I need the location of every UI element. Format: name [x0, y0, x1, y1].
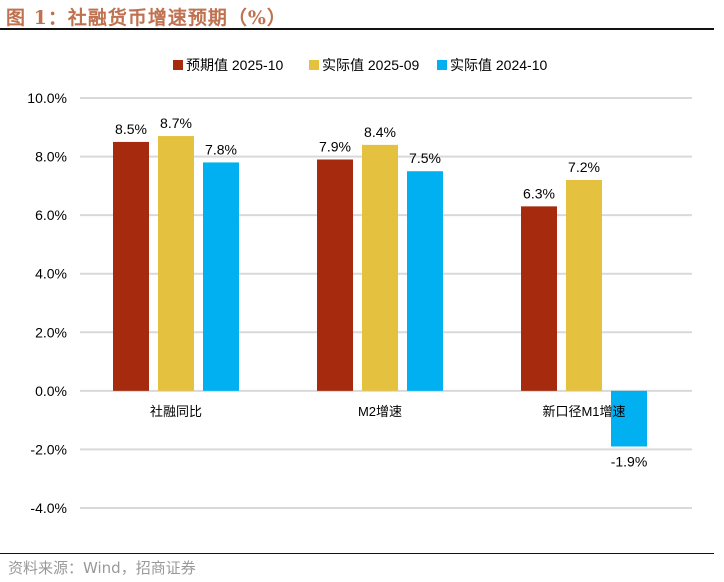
data-label: 7.9%	[319, 139, 351, 155]
y-tick-label: 4.0%	[35, 266, 67, 282]
data-label: 8.7%	[160, 115, 192, 131]
legend-swatch	[173, 60, 183, 70]
title-divider	[0, 28, 714, 30]
bar	[203, 162, 239, 391]
legend-swatch	[309, 60, 319, 70]
bar	[362, 144, 398, 391]
legend-swatch	[437, 60, 447, 70]
x-tick-label: M2增速	[358, 404, 402, 419]
y-tick-label: 2.0%	[35, 324, 67, 340]
data-label: 7.8%	[205, 141, 237, 157]
bar	[407, 171, 443, 391]
data-label: 7.5%	[409, 150, 441, 166]
legend-label: 实际值 2025-09	[322, 57, 419, 73]
x-tick-label: 社融同比	[150, 404, 202, 419]
bar	[113, 141, 149, 391]
y-tick-label: -4.0%	[30, 500, 67, 516]
bar	[566, 180, 602, 391]
y-tick-label: -2.0%	[30, 441, 67, 457]
data-label: 7.2%	[568, 159, 600, 175]
bar	[521, 206, 557, 391]
bar	[317, 159, 353, 391]
figure-title: 图 1：社融货币增速预期（%）	[6, 7, 287, 29]
y-tick-label: 6.0%	[35, 207, 67, 223]
source-note: 资料来源：Wind，招商证券	[8, 559, 196, 577]
legend-label: 预期值 2025-10	[186, 57, 283, 73]
source-divider	[0, 553, 714, 554]
data-label: -1.9%	[611, 454, 648, 470]
x-tick-label: 新口径M1增速	[542, 404, 625, 419]
y-tick-label: 8.0%	[35, 149, 67, 165]
data-label: 8.4%	[364, 124, 396, 140]
legend-label: 实际值 2024-10	[450, 57, 547, 73]
bar	[611, 390, 647, 447]
data-label: 8.5%	[115, 121, 147, 137]
bar	[158, 136, 194, 391]
data-label: 6.3%	[523, 185, 555, 201]
y-tick-label: 0.0%	[35, 383, 67, 399]
y-tick-label: 10.0%	[27, 90, 67, 106]
